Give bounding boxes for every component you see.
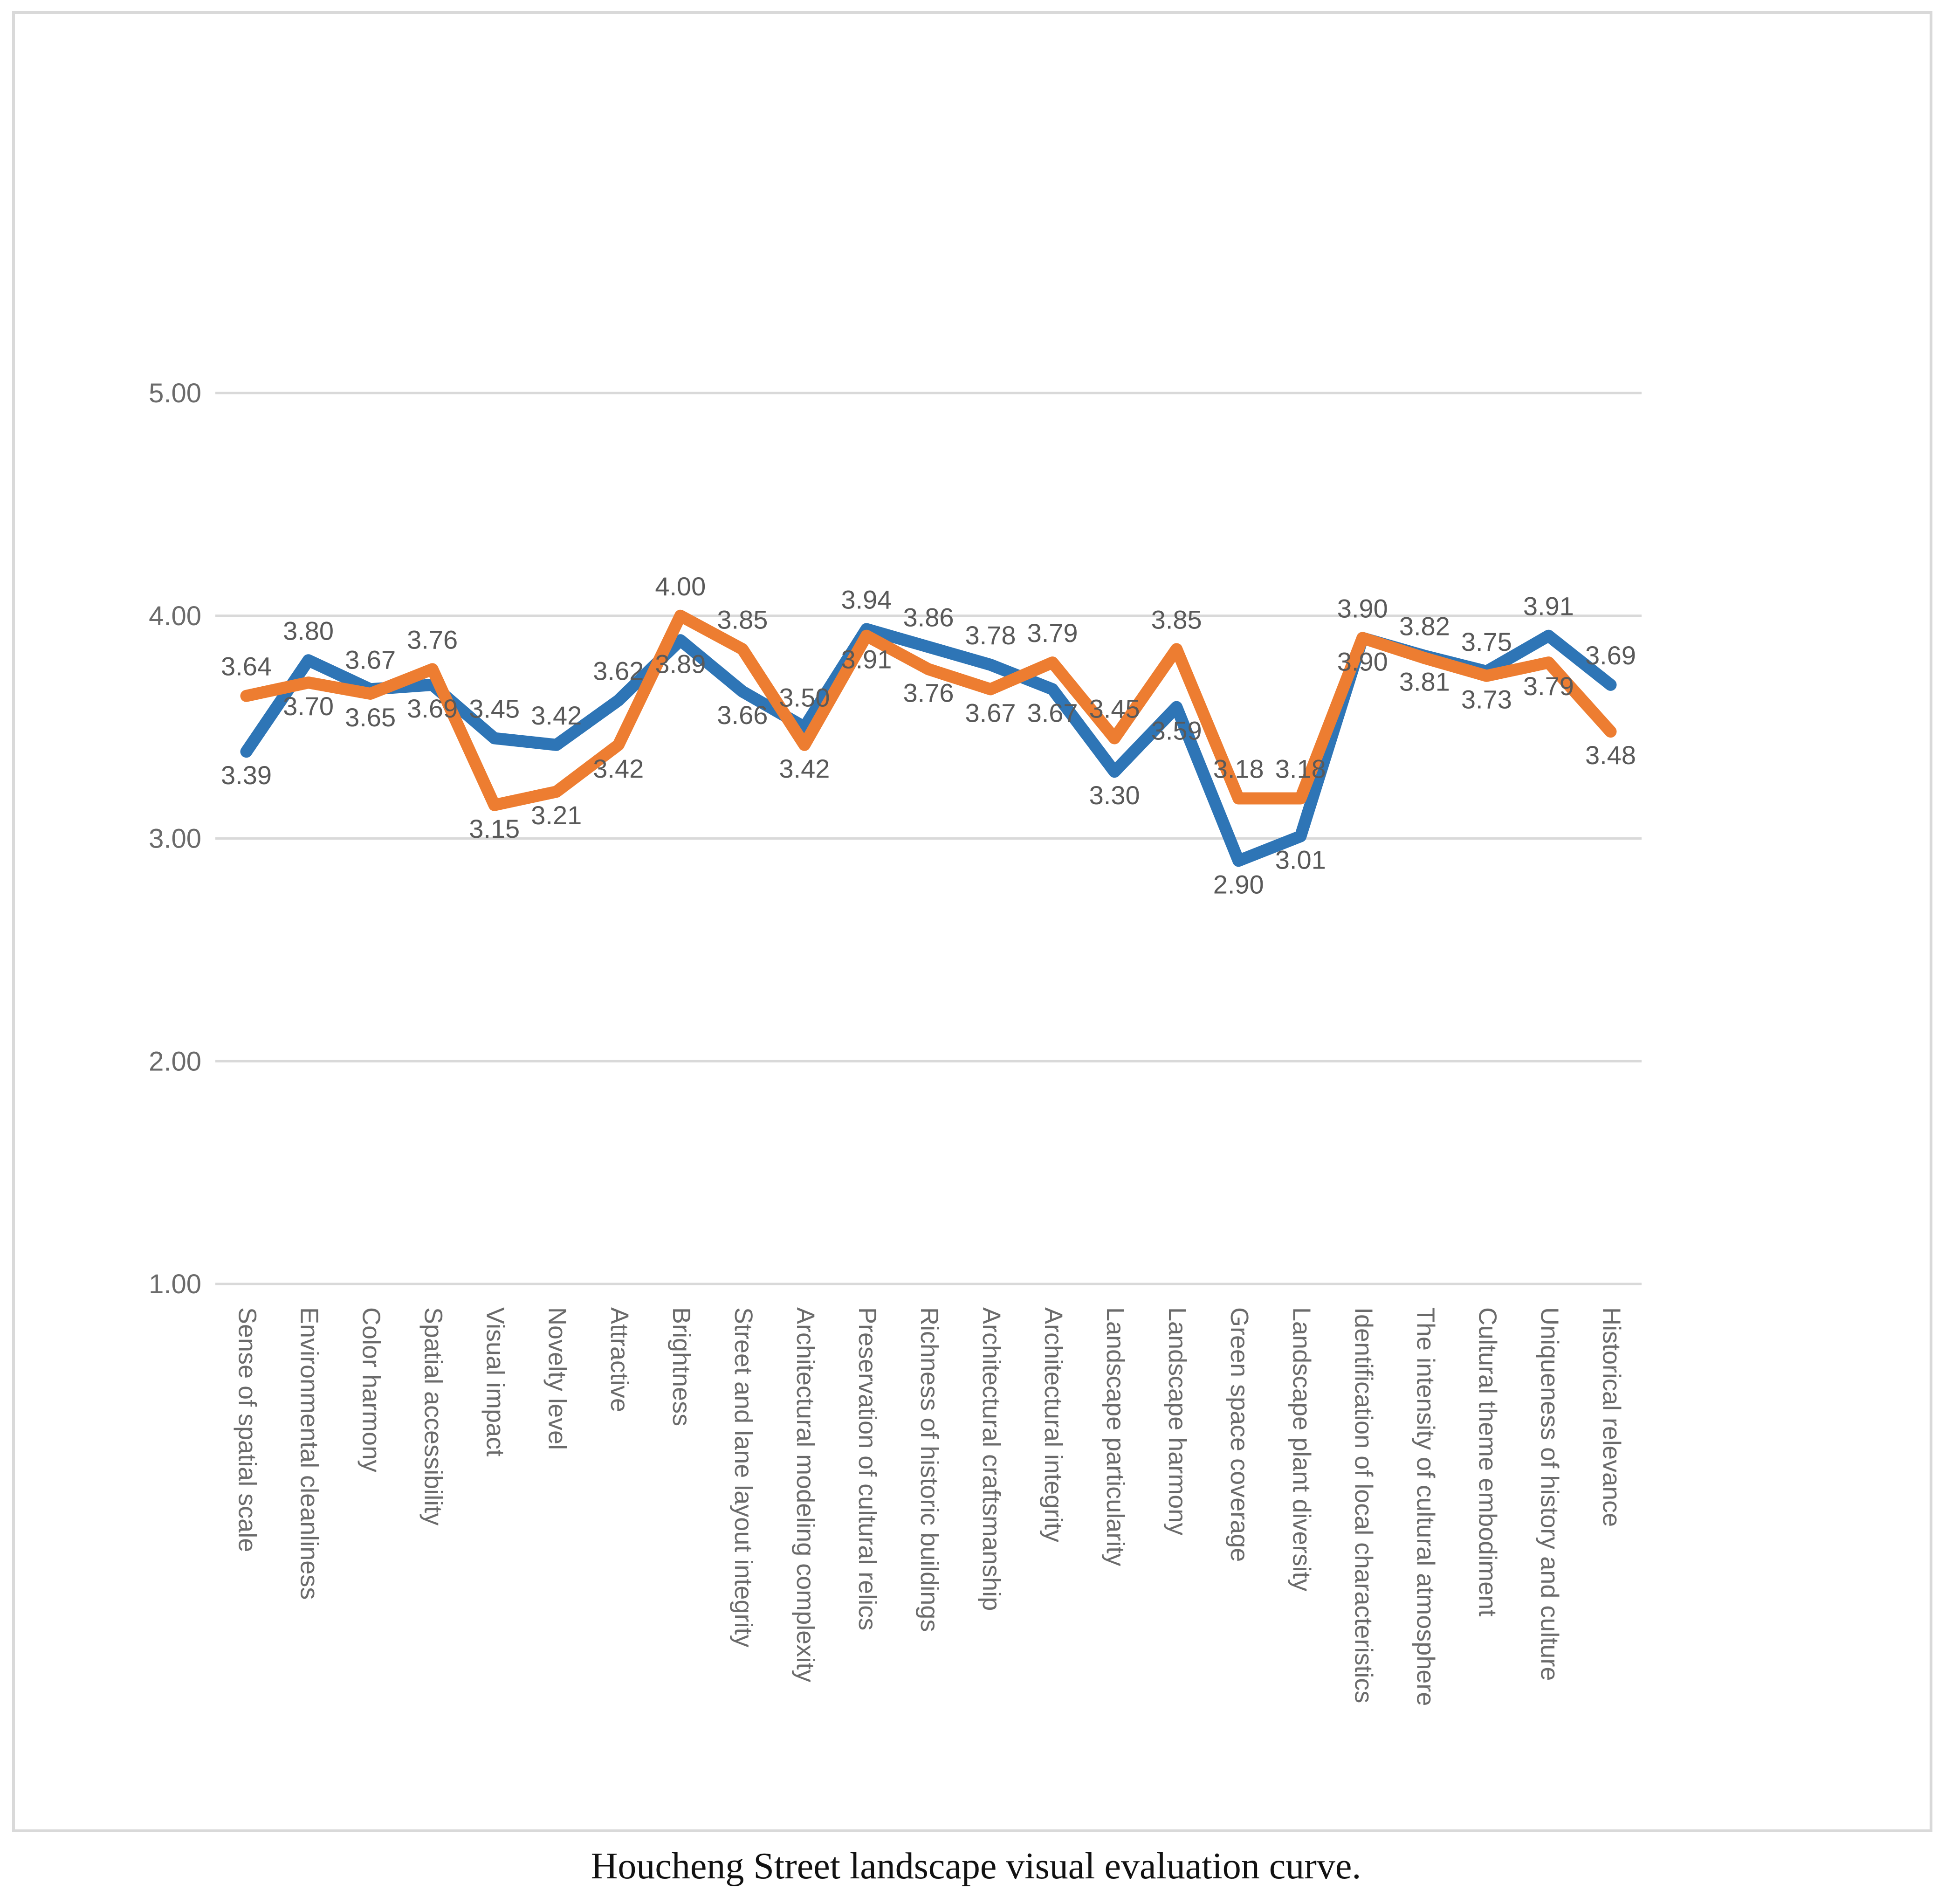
x-tick-label: Landscape harmony <box>1163 1307 1191 1535</box>
y-tick-label: 1.00 <box>149 1269 201 1299</box>
y-axis-ticks: 1.00 2.00 3.00 4.00 5.00 <box>149 378 201 1299</box>
data-label: 3.94 <box>841 585 892 614</box>
gridlines <box>215 392 1642 1285</box>
x-tick-label: Landscape particularity <box>1101 1307 1129 1566</box>
x-tick-label: Uniqueness of history and culture <box>1535 1307 1563 1681</box>
data-label: 3.91 <box>841 645 892 674</box>
data-label: 3.90 <box>1337 594 1388 623</box>
x-tick-label: Architectural modeling complexity <box>791 1307 819 1682</box>
x-tick-label: Green space coverage <box>1225 1307 1253 1562</box>
data-label: 3.50 <box>779 683 830 712</box>
x-tick-label: Color harmony <box>357 1307 385 1472</box>
x-tick-label: Historical relevance <box>1597 1307 1625 1527</box>
data-label: 3.01 <box>1275 845 1326 875</box>
data-label: 3.21 <box>531 800 582 830</box>
data-label: 3.76 <box>407 625 458 654</box>
data-label: 3.15 <box>469 814 520 843</box>
data-label: 3.86 <box>903 603 954 632</box>
x-tick-label: Novelty level <box>543 1307 571 1450</box>
data-label: 3.91 <box>1523 592 1574 621</box>
data-label: 3.18 <box>1275 754 1326 784</box>
data-label: 3.73 <box>1461 685 1512 714</box>
x-tick-label: Identification of local characteristics <box>1349 1307 1377 1703</box>
data-label: 3.45 <box>469 694 520 724</box>
x-tick-label: Preservation of cultural relics <box>853 1307 881 1630</box>
series-line-2 <box>240 609 1617 811</box>
y-tick-label: 2.00 <box>149 1046 201 1076</box>
data-label: 3.80 <box>283 616 334 645</box>
x-tick-label: Brightness <box>667 1307 695 1426</box>
data-label: 3.79 <box>1523 671 1574 701</box>
y-tick-label: 4.00 <box>149 601 201 631</box>
data-label: 3.48 <box>1585 740 1636 770</box>
data-label: 3.90 <box>1337 647 1388 676</box>
data-label: 3.89 <box>655 649 706 678</box>
x-tick-label: Architectural craftsmanship <box>977 1307 1005 1611</box>
x-tick-label: Architectural integrity <box>1039 1307 1067 1542</box>
data-label: 3.69 <box>407 694 458 723</box>
x-tick-label: Environmental cleanliness <box>296 1307 323 1600</box>
data-label: 3.70 <box>283 691 334 721</box>
data-label: 3.45 <box>1089 694 1140 724</box>
line-chart: 1.00 2.00 3.00 4.00 5.00 Sense of spatial sc… <box>149 378 1642 1706</box>
x-axis-ticks: Sense of spatial scale Environmental clea… <box>234 1307 1626 1706</box>
x-tick-label: Spatial accessibility <box>419 1307 447 1525</box>
y-tick-label: 3.00 <box>149 824 201 854</box>
data-label: 2.90 <box>1213 869 1264 899</box>
data-label: 3.18 <box>1213 754 1264 784</box>
figure-caption: Houcheng Street landscape visual evaluat… <box>591 1846 1361 1887</box>
x-tick-label: Landscape plant diversity <box>1287 1307 1315 1591</box>
data-label: 3.65 <box>345 703 396 732</box>
data-label: 3.69 <box>1585 641 1636 670</box>
x-tick-label: Richness of historic buildings <box>915 1307 943 1632</box>
data-label: 3.82 <box>1399 612 1450 641</box>
data-label: 3.39 <box>221 760 272 790</box>
data-label: 3.62 <box>593 656 644 685</box>
data-label: 3.42 <box>593 754 644 783</box>
x-tick-label: Sense of spatial scale <box>234 1307 261 1552</box>
x-tick-label: Visual impact <box>481 1307 509 1456</box>
series-lines <box>240 609 1617 867</box>
data-label: 3.85 <box>1151 605 1202 634</box>
data-label: 3.76 <box>903 678 954 707</box>
data-label: 3.67 <box>1027 698 1078 727</box>
x-tick-label: Street and lane layout integrity <box>729 1307 757 1647</box>
data-label: 3.59 <box>1151 716 1202 745</box>
data-label: 3.75 <box>1461 627 1512 656</box>
data-label: 3.67 <box>345 645 396 674</box>
data-label: 3.78 <box>965 621 1016 650</box>
chart-frame <box>12 11 1932 1832</box>
data-label: 4.00 <box>655 572 706 601</box>
data-label: 3.30 <box>1089 780 1140 810</box>
x-tick-label: The intensity of cultural atmosphere <box>1411 1307 1439 1706</box>
data-labels: 3.39 3.80 3.67 3.69 3.45 3.42 3.62 3.89 3.66 3.50… <box>221 572 1636 899</box>
data-label: 3.66 <box>717 700 768 730</box>
data-label: 3.81 <box>1399 667 1450 697</box>
y-tick-label: 5.00 <box>149 378 201 408</box>
data-label: 3.42 <box>779 754 830 783</box>
data-label: 3.64 <box>221 652 272 681</box>
data-label: 3.42 <box>531 701 582 730</box>
x-tick-label: Cultural theme embodiment <box>1473 1307 1501 1616</box>
data-label: 3.67 <box>965 698 1016 727</box>
x-tick-label: Attractive <box>605 1307 633 1412</box>
data-label: 3.79 <box>1027 618 1078 648</box>
data-label: 3.85 <box>717 605 768 634</box>
